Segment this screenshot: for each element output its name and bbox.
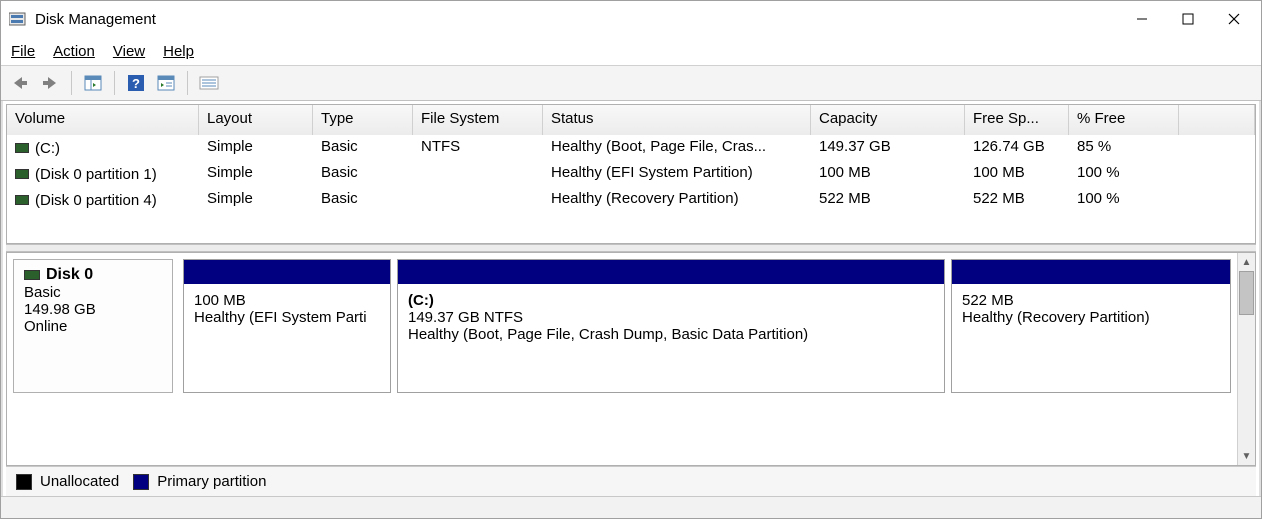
disk-partitions: 100 MBHealthy (EFI System Parti(C:)149.3…	[173, 253, 1237, 399]
disk-row: Disk 0Basic149.98 GBOnline100 MBHealthy …	[7, 253, 1237, 399]
menu-view[interactable]: View	[113, 43, 145, 60]
table-cell: (Disk 0 partition 4)	[7, 187, 199, 213]
volume-icon	[15, 195, 29, 205]
close-button[interactable]	[1211, 4, 1257, 34]
back-button[interactable]	[7, 70, 33, 96]
disk-info[interactable]: Disk 0Basic149.98 GBOnline	[13, 259, 173, 393]
disks-pane: Disk 0Basic149.98 GBOnline100 MBHealthy …	[6, 252, 1256, 466]
help-button[interactable]: ?	[123, 70, 149, 96]
scroll-down-icon[interactable]: ▼	[1238, 447, 1255, 465]
table-row[interactable]: (C:)SimpleBasicNTFSHealthy (Boot, Page F…	[7, 135, 1255, 161]
partition[interactable]: (C:)149.37 GB NTFSHealthy (Boot, Page Fi…	[397, 259, 945, 393]
partition-body: 100 MBHealthy (EFI System Parti	[184, 284, 390, 392]
table-cell: 149.37 GB	[811, 135, 965, 161]
table-cell	[413, 161, 543, 187]
legend-primary-swatch	[133, 474, 149, 490]
window-title: Disk Management	[35, 11, 156, 28]
titlebar[interactable]: Disk Management	[1, 1, 1261, 37]
table-cell: Simple	[199, 187, 313, 213]
table-cell: Healthy (Boot, Page File, Cras...	[543, 135, 811, 161]
table-cell: 100 %	[1069, 187, 1179, 213]
column-header[interactable]: Type	[313, 105, 413, 135]
table-cell: 85 %	[1069, 135, 1179, 161]
toolbar: ?	[1, 65, 1261, 101]
volumes-table: VolumeLayoutTypeFile SystemStatusCapacit…	[6, 104, 1256, 244]
svg-text:?: ?	[132, 76, 140, 91]
forward-button[interactable]	[37, 70, 63, 96]
splitter[interactable]	[6, 244, 1256, 252]
table-cell: NTFS	[413, 135, 543, 161]
column-header[interactable]: Free Sp...	[965, 105, 1069, 135]
volumes-header: VolumeLayoutTypeFile SystemStatusCapacit…	[7, 105, 1255, 135]
legend-unallocated-swatch	[16, 474, 32, 490]
status-bar	[1, 496, 1261, 518]
disk-management-window: Disk Management File Action View Help ? …	[0, 0, 1262, 519]
legend-unallocated-label: Unallocated	[40, 473, 119, 490]
volume-icon	[15, 143, 29, 153]
settings-button[interactable]	[153, 70, 179, 96]
table-cell: 126.74 GB	[965, 135, 1069, 161]
table-cell: 522 MB	[811, 187, 965, 213]
menu-action[interactable]: Action	[53, 43, 95, 60]
menu-help[interactable]: Help	[163, 43, 194, 60]
vertical-scrollbar[interactable]: ▲ ▼	[1237, 253, 1255, 465]
table-cell: 100 %	[1069, 161, 1179, 187]
table-cell: Simple	[199, 135, 313, 161]
partition-body: 522 MBHealthy (Recovery Partition)	[952, 284, 1230, 392]
table-cell: Basic	[313, 187, 413, 213]
column-header[interactable]: % Free	[1069, 105, 1179, 135]
list-button[interactable]	[196, 70, 222, 96]
table-cell: Basic	[313, 135, 413, 161]
scroll-thumb[interactable]	[1239, 271, 1254, 315]
table-cell: 522 MB	[965, 187, 1069, 213]
column-header[interactable]: File System	[413, 105, 543, 135]
partition-header	[952, 260, 1230, 284]
table-cell: Healthy (Recovery Partition)	[543, 187, 811, 213]
volume-icon	[15, 169, 29, 179]
legend-primary-label: Primary partition	[157, 473, 266, 490]
table-cell	[413, 187, 543, 213]
scroll-up-icon[interactable]: ▲	[1238, 253, 1255, 271]
partition-header	[184, 260, 390, 284]
partition[interactable]: 522 MBHealthy (Recovery Partition)	[951, 259, 1231, 393]
app-icon	[9, 11, 27, 27]
column-header[interactable]: Volume	[7, 105, 199, 135]
table-cell: (Disk 0 partition 1)	[7, 161, 199, 187]
minimize-button[interactable]	[1119, 4, 1165, 34]
maximize-button[interactable]	[1165, 4, 1211, 34]
partition[interactable]: 100 MBHealthy (EFI System Parti	[183, 259, 391, 393]
table-cell: Simple	[199, 161, 313, 187]
table-cell: 100 MB	[965, 161, 1069, 187]
menubar: File Action View Help	[1, 37, 1261, 65]
partition-body: (C:)149.37 GB NTFSHealthy (Boot, Page Fi…	[398, 284, 944, 392]
table-cell: Healthy (EFI System Partition)	[543, 161, 811, 187]
column-header[interactable]: Capacity	[811, 105, 965, 135]
partition-header	[398, 260, 944, 284]
menu-file[interactable]: File	[11, 43, 35, 60]
show-hide-console-button[interactable]	[80, 70, 106, 96]
table-row[interactable]: (Disk 0 partition 4)SimpleBasic Healthy (…	[7, 187, 1255, 213]
table-cell: Basic	[313, 161, 413, 187]
table-cell: (C:)	[7, 135, 199, 161]
column-header[interactable]: Status	[543, 105, 811, 135]
disk-icon	[24, 270, 40, 280]
column-header[interactable]: Layout	[199, 105, 313, 135]
table-row[interactable]: (Disk 0 partition 1)SimpleBasic Healthy (…	[7, 161, 1255, 187]
legend: Unallocated Primary partition	[6, 466, 1256, 496]
table-cell: 100 MB	[811, 161, 965, 187]
content-area: VolumeLayoutTypeFile SystemStatusCapacit…	[1, 101, 1261, 496]
